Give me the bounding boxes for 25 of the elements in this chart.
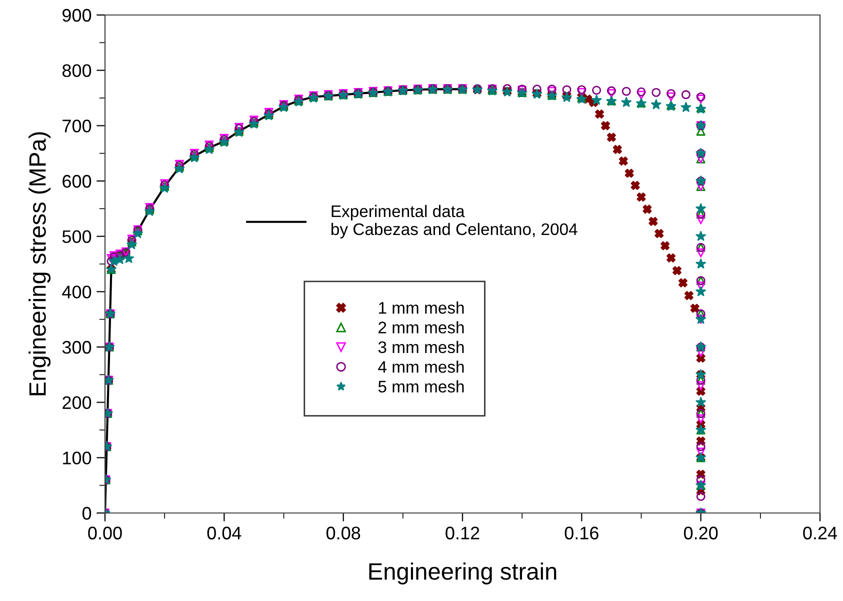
y-axis-title: Engineering stress (MPa) bbox=[28, 132, 51, 396]
y-tick-label: 900 bbox=[62, 8, 92, 22]
legend-label: 2 mm mesh bbox=[378, 321, 464, 334]
y-tick-label: 500 bbox=[62, 230, 92, 244]
y-tick-label: 400 bbox=[62, 286, 92, 298]
y-tick-label: 100 bbox=[63, 452, 92, 464]
y-tick-label: 800 bbox=[62, 64, 92, 78]
legend-label: 1 mm mesh bbox=[378, 301, 464, 314]
y-tick-label: 600 bbox=[62, 174, 92, 188]
x-tick-label: 0.24 bbox=[803, 526, 838, 540]
y-tick-label: 700 bbox=[62, 120, 92, 132]
x-axis-title: Engineering strain bbox=[369, 562, 556, 584]
x-tick-label: 0.08 bbox=[326, 526, 360, 540]
x-tick-label: 0.04 bbox=[207, 526, 242, 540]
legend-label: 3 mm mesh bbox=[378, 340, 464, 354]
y-tick-label: 200 bbox=[62, 396, 92, 410]
legend-label: 5 mm mesh bbox=[378, 380, 464, 393]
x-tick-label: 0.20 bbox=[684, 526, 718, 540]
legend-label: Experimental data by Cabezas and Celentano, 2004 bbox=[332, 204, 578, 238]
legend-label: 4 mm mesh bbox=[378, 360, 464, 373]
x-tick-label: 0.16 bbox=[564, 526, 598, 540]
x-tick-label: 0.12 bbox=[446, 526, 480, 540]
y-tick-label: 0 bbox=[82, 506, 92, 520]
x-tick-label: 0.00 bbox=[88, 526, 122, 540]
y-tick-label: 300 bbox=[62, 340, 92, 354]
